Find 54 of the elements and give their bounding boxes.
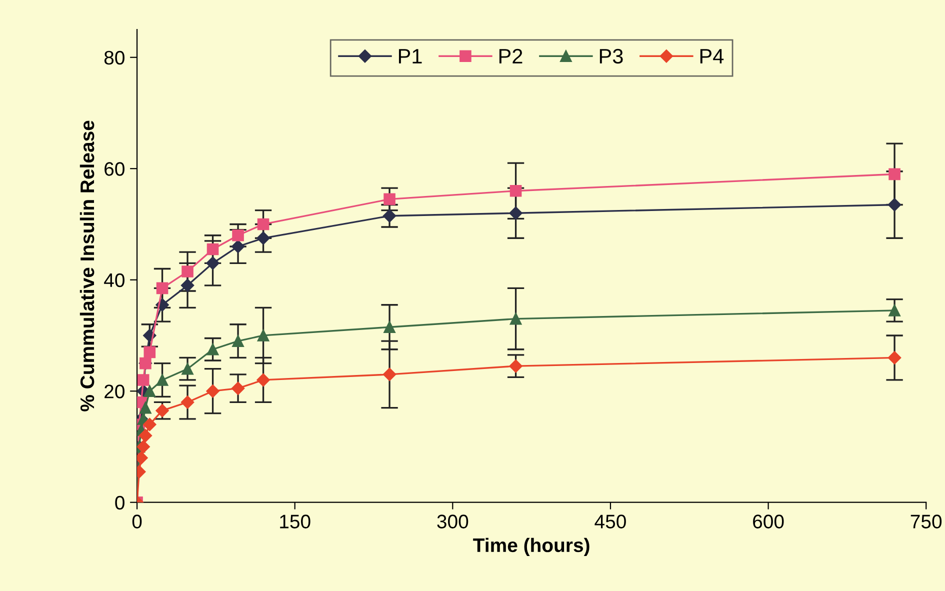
point bbox=[231, 240, 245, 254]
point bbox=[257, 330, 270, 342]
point bbox=[182, 266, 194, 278]
point bbox=[143, 418, 156, 432]
point bbox=[509, 359, 522, 373]
x-tick-label: 600 bbox=[753, 514, 784, 528]
point bbox=[382, 368, 396, 382]
point bbox=[180, 278, 194, 292]
legend-label: P4 bbox=[700, 49, 724, 64]
point bbox=[888, 198, 902, 212]
y-tick-label: 20 bbox=[104, 384, 124, 398]
point bbox=[257, 218, 270, 230]
point bbox=[144, 346, 156, 358]
y-axis-title: % Cummulative Insulin Release bbox=[80, 120, 94, 412]
y-tick-label: 60 bbox=[104, 162, 124, 176]
point bbox=[156, 374, 168, 386]
point bbox=[206, 243, 219, 256]
point bbox=[384, 193, 396, 206]
point bbox=[384, 321, 396, 334]
point bbox=[232, 335, 244, 347]
point bbox=[231, 382, 245, 395]
x-tick-label: 300 bbox=[437, 514, 468, 528]
x-tick-label: 0 bbox=[132, 514, 142, 528]
point bbox=[180, 396, 194, 409]
x-axis-title: Time (hours) bbox=[473, 538, 590, 556]
point bbox=[137, 374, 150, 386]
point bbox=[182, 362, 194, 375]
y-tick-label: 40 bbox=[104, 273, 124, 288]
point bbox=[382, 209, 396, 222]
point bbox=[888, 351, 902, 364]
point bbox=[144, 385, 156, 398]
point bbox=[206, 256, 220, 270]
point bbox=[232, 229, 244, 242]
point bbox=[206, 384, 220, 398]
point bbox=[156, 282, 168, 294]
point bbox=[256, 373, 270, 387]
point bbox=[137, 440, 150, 454]
y-tick-label: 0 bbox=[115, 496, 124, 510]
legend-label: P2 bbox=[499, 48, 522, 64]
point bbox=[509, 206, 522, 220]
point bbox=[140, 402, 152, 414]
point bbox=[206, 343, 219, 356]
legend-label: P1 bbox=[398, 49, 422, 64]
point bbox=[888, 304, 900, 316]
legend-label: P3 bbox=[600, 48, 623, 64]
x-tick-label: 450 bbox=[594, 514, 626, 528]
y-tick-label: 80 bbox=[104, 50, 124, 65]
point bbox=[138, 429, 152, 442]
point bbox=[256, 232, 270, 245]
point bbox=[888, 168, 900, 180]
point bbox=[510, 312, 522, 325]
x-tick-label: 750 bbox=[910, 514, 942, 528]
point bbox=[510, 184, 522, 197]
x-tick-label: 150 bbox=[280, 514, 310, 528]
